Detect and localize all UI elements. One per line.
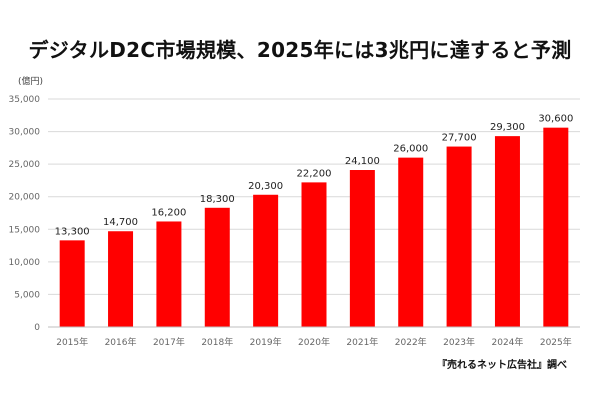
x-tick-label: 2020年 [298,336,330,348]
y-tick-label: 20,000 [9,193,41,203]
data-label: 16,200 [151,207,186,218]
chart-title: デジタルD2C市場規模、2025年には3兆円に達すると予測 [28,38,572,62]
data-label: 29,300 [490,122,525,133]
x-tick-label: 2015年 [56,336,88,348]
data-label: 14,700 [103,217,138,228]
data-labels: 13,300 14,700 16,200 18,300 20,300 22,200 24,1… [55,114,574,238]
x-tick-label: 2019年 [250,336,282,348]
data-label: 26,000 [393,144,428,155]
y-axis-unit-label: (億円) [18,77,44,87]
data-label: 13,300 [55,226,90,237]
x-tick-label: 2022年 [395,336,427,348]
bar [204,207,230,327]
bars [59,127,569,327]
data-label: 24,100 [345,156,380,167]
gridlines [48,98,580,295]
bar [446,146,472,327]
x-tick-label: 2021年 [346,336,378,348]
bar [301,182,327,327]
data-label: 22,200 [297,168,332,179]
data-label: 30,600 [538,114,573,125]
x-tick-label: 2025年 [540,336,572,348]
axes: 0 5,000 10,000 15,000 20,000 25,000 30,000 35,0… [9,95,580,348]
y-tick-label: 30,000 [9,128,41,138]
data-label: 20,300 [248,181,283,192]
bar [59,240,85,327]
x-tick-label: 2023年 [443,336,475,348]
x-tick-label: 2018年 [201,336,233,348]
bar [108,231,134,327]
y-tick-label: 5,000 [14,290,40,300]
data-label: 18,300 [200,194,235,205]
y-tick-label: 0 [34,323,40,333]
bar [253,194,279,327]
bar [543,127,569,327]
x-tick-label: 2016年 [105,336,137,348]
x-tick-label: 2017年 [153,336,185,348]
y-tick-label: 35,000 [9,95,41,105]
y-tick-label: 25,000 [9,160,41,170]
y-tick-label: 15,000 [9,225,41,235]
data-label: 27,700 [442,133,477,144]
bar [398,157,424,327]
bar [494,136,520,327]
source-note: 『売れるネット広告社』調べ [437,360,567,371]
x-tick-label: 2024年 [492,336,524,348]
bar [349,170,375,327]
y-tick-label: 10,000 [9,258,41,268]
bar [156,221,182,327]
